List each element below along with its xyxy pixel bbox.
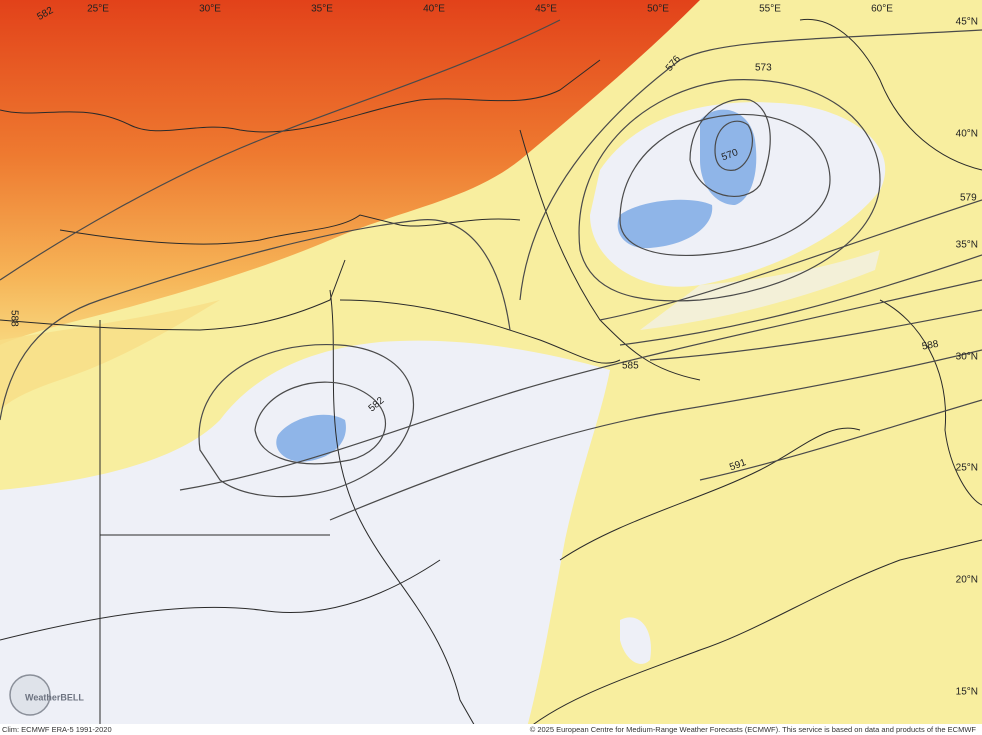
lat-label: 35°N (956, 240, 978, 251)
lon-label: 45°E (535, 4, 557, 15)
logo-text: WeatherBELL (25, 692, 84, 702)
contours (0, 19, 982, 521)
contour-label: 573 (755, 63, 772, 74)
lat-label: 40°N (956, 129, 978, 140)
lon-label: 25°E (87, 4, 109, 15)
lat-label: 45°N (956, 17, 978, 28)
lat-label: 25°N (956, 463, 978, 474)
lon-label: 55°E (759, 4, 781, 15)
logo: WeatherBELL (9, 674, 84, 716)
contour-label: 588 (8, 310, 19, 327)
longitude-labels: 25°E 30°E 35°E 40°E 45°E 50°E 55°E 60°E (87, 4, 893, 15)
contour-label: 588 (921, 339, 940, 353)
lon-label: 30°E (199, 4, 221, 15)
contour-label: 585 (622, 361, 639, 372)
footer-bar (0, 724, 982, 735)
footer-right: © 2025 European Centre for Medium-Range … (530, 725, 977, 734)
lat-label: 30°N (956, 352, 978, 363)
latitude-labels: 45°N 40°N 35°N 30°N 25°N 20°N 15°N (956, 17, 978, 698)
footer-left: Clim: ECMWF ERA-5 1991-2020 (2, 725, 112, 734)
lon-label: 50°E (647, 4, 669, 15)
lat-label: 15°N (956, 687, 978, 698)
lon-label: 40°E (423, 4, 445, 15)
lat-label: 20°N (956, 575, 978, 586)
lon-label: 35°E (311, 4, 333, 15)
contour-label: 579 (960, 193, 977, 204)
lon-label: 60°E (871, 4, 893, 15)
